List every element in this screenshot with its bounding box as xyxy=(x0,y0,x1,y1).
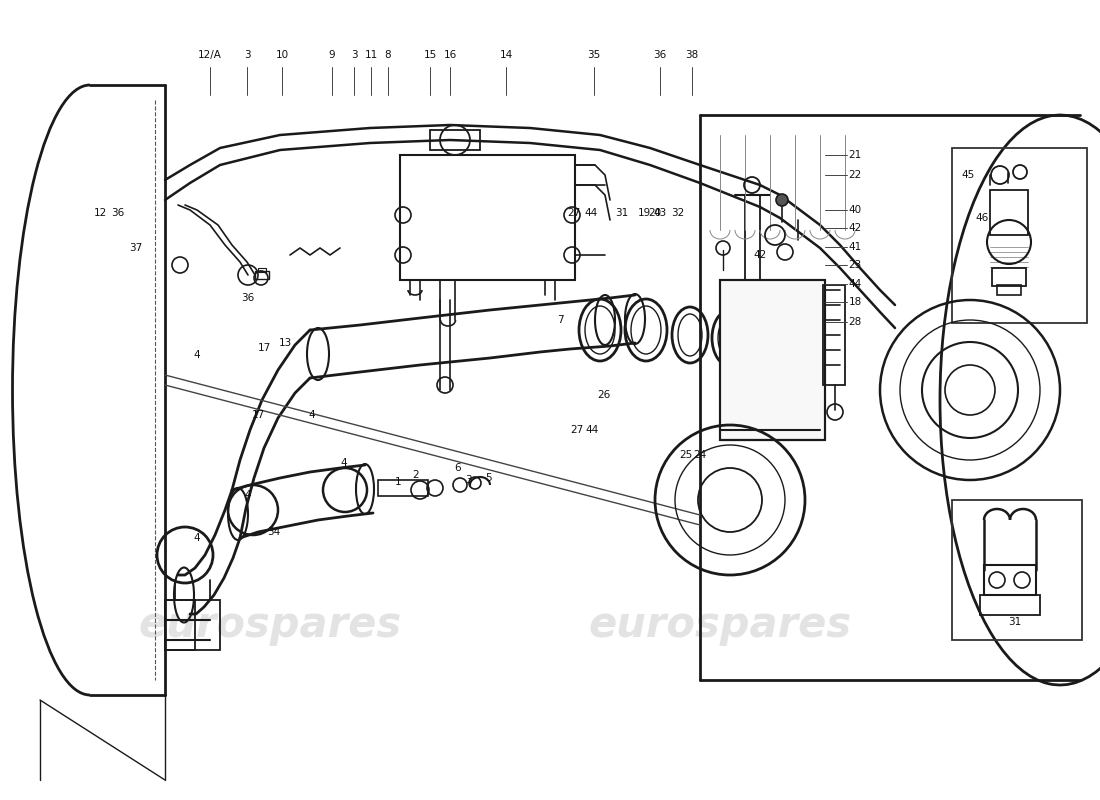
Text: 35: 35 xyxy=(587,50,601,60)
Text: 26: 26 xyxy=(597,390,611,400)
Text: 36: 36 xyxy=(241,293,254,303)
Text: 2: 2 xyxy=(412,470,419,480)
Bar xyxy=(823,285,845,385)
Text: 34: 34 xyxy=(267,527,280,537)
Text: 25: 25 xyxy=(680,450,693,460)
Bar xyxy=(952,148,1087,323)
Text: 5: 5 xyxy=(485,473,492,483)
Text: 42: 42 xyxy=(754,250,767,260)
Bar xyxy=(255,271,270,279)
Text: 9: 9 xyxy=(329,50,336,60)
Text: 17: 17 xyxy=(252,410,265,420)
Text: 18: 18 xyxy=(848,297,861,307)
Text: 43: 43 xyxy=(653,208,667,218)
Text: 7: 7 xyxy=(557,315,563,325)
Text: 13: 13 xyxy=(278,338,292,348)
Text: 3: 3 xyxy=(464,475,471,485)
Text: 23: 23 xyxy=(848,260,861,270)
Text: 14: 14 xyxy=(499,50,513,60)
Text: 41: 41 xyxy=(848,242,861,252)
Text: 22: 22 xyxy=(848,170,861,180)
Text: 17: 17 xyxy=(257,343,271,353)
Text: eurospares: eurospares xyxy=(139,604,402,646)
Text: 6: 6 xyxy=(454,463,461,473)
Text: 36: 36 xyxy=(653,50,667,60)
Bar xyxy=(984,565,1036,595)
Text: 31: 31 xyxy=(1009,617,1022,627)
Text: 37: 37 xyxy=(130,243,143,253)
Text: 11: 11 xyxy=(364,50,377,60)
Text: 15: 15 xyxy=(424,50,437,60)
Text: 36: 36 xyxy=(111,208,124,218)
Text: 12/A: 12/A xyxy=(198,50,222,60)
Bar xyxy=(997,285,1021,295)
Bar xyxy=(720,280,825,440)
Bar xyxy=(952,500,1082,640)
Text: 32: 32 xyxy=(671,208,684,218)
Text: 45: 45 xyxy=(961,170,975,180)
Text: 31: 31 xyxy=(615,208,628,218)
Text: 40: 40 xyxy=(848,205,861,215)
Bar xyxy=(165,600,220,650)
Bar xyxy=(720,280,825,440)
Bar xyxy=(258,268,266,272)
Text: eurospares: eurospares xyxy=(588,604,851,646)
Bar xyxy=(430,130,480,150)
Bar xyxy=(992,268,1026,286)
Bar xyxy=(990,190,1028,235)
Text: 3: 3 xyxy=(244,50,251,60)
Text: 44: 44 xyxy=(848,279,861,289)
Text: 46: 46 xyxy=(976,213,989,223)
Text: 42: 42 xyxy=(848,223,861,233)
Text: 4: 4 xyxy=(341,458,348,468)
Text: 8: 8 xyxy=(385,50,392,60)
Bar xyxy=(165,600,195,650)
Text: 44: 44 xyxy=(585,425,598,435)
Text: 24: 24 xyxy=(693,450,706,460)
Bar xyxy=(378,480,428,496)
Text: 4: 4 xyxy=(194,533,200,543)
Text: 10: 10 xyxy=(275,50,288,60)
Text: 4: 4 xyxy=(309,410,316,420)
Text: 44: 44 xyxy=(584,208,597,218)
Circle shape xyxy=(776,194,788,206)
Text: 38: 38 xyxy=(685,50,698,60)
Text: 1: 1 xyxy=(395,477,402,487)
Text: 12: 12 xyxy=(94,208,107,218)
Text: 4: 4 xyxy=(194,350,200,360)
Text: 3: 3 xyxy=(351,50,358,60)
Text: 28: 28 xyxy=(848,317,861,327)
Text: 27: 27 xyxy=(568,208,581,218)
Text: 27: 27 xyxy=(571,425,584,435)
Text: 16: 16 xyxy=(443,50,456,60)
Text: 19: 19 xyxy=(637,208,650,218)
Text: 21: 21 xyxy=(848,150,861,160)
Text: 20: 20 xyxy=(648,208,661,218)
Bar xyxy=(400,155,575,280)
Text: 4: 4 xyxy=(244,490,251,500)
Bar xyxy=(980,595,1040,615)
